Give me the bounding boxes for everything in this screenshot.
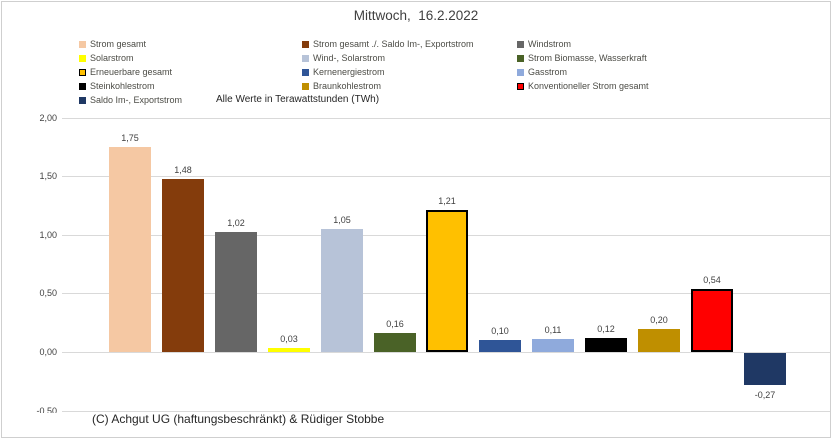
gridline	[62, 352, 830, 353]
bar-value-label: 0,20	[650, 315, 668, 325]
chart-bar	[585, 338, 627, 352]
legend-item-label: Gasstrom	[528, 67, 568, 77]
gridline	[62, 176, 830, 177]
legend-column: Strom gesamt Solarstrom Erneuerbare gesamt…	[79, 37, 182, 107]
legend-color-swatch	[79, 40, 86, 48]
legend-item-label: Konventioneller Strom gesamt	[528, 81, 649, 91]
legend-item: Windstrom	[517, 37, 649, 51]
legend-color-swatch	[79, 54, 86, 62]
chart-bar	[109, 147, 151, 352]
gridline	[62, 118, 830, 119]
legend-item-label: Solarstrom	[90, 53, 134, 63]
legend-item-label: Windstrom	[528, 39, 572, 49]
y-axis-label: -0,50	[36, 406, 57, 413]
legend-item: Strom gesamt	[79, 37, 182, 51]
bar-value-label: 1,48	[174, 165, 192, 175]
legend-color-swatch	[517, 40, 524, 48]
y-axis-label: 1,50	[39, 171, 57, 181]
legend-color-swatch	[302, 54, 309, 62]
legend-color-swatch	[79, 68, 86, 76]
legend-item: Strom Biomasse, Wasserkraft	[517, 51, 649, 65]
legend-color-swatch	[517, 54, 524, 62]
legend-item-label: Saldo Im-, Exportstrom	[90, 95, 183, 105]
y-axis-label: 2,00	[39, 113, 57, 123]
chart-bar	[162, 179, 204, 352]
y-axis-label: 0,00	[39, 347, 57, 357]
legend-item-label: Kernenergiestrom	[313, 67, 385, 77]
chart-bar	[321, 229, 363, 352]
bar-value-label: 1,75	[121, 133, 139, 143]
legend-color-swatch	[517, 68, 524, 76]
bar-value-label: 1,05	[333, 215, 351, 225]
legend-color-swatch	[79, 96, 86, 104]
units-note: Alle Werte in Terawattstunden (TWh)	[216, 94, 380, 105]
bar-value-label: 0,54	[703, 275, 721, 285]
chart-bar	[638, 329, 680, 352]
legend-item: Erneuerbare gesamt	[79, 65, 182, 79]
legend-item: Kernenergiestrom	[302, 65, 474, 79]
legend-item-label: Erneuerbare gesamt	[90, 67, 173, 77]
legend-item-label: Wind-, Solarstrom	[313, 53, 386, 63]
legend-color-swatch	[302, 82, 309, 90]
copyright-footer: (C) Achgut UG (haftungsbeschränkt) & Rüd…	[92, 412, 385, 426]
bar-value-label: 1,21	[438, 196, 456, 206]
legend-color-swatch	[79, 82, 86, 90]
chart-bar	[532, 339, 574, 352]
legend-item: Saldo Im-, Exportstrom	[79, 93, 182, 107]
legend-item: Solarstrom	[79, 51, 182, 65]
legend-item: Strom gesamt ./. Saldo Im-, Exportstrom	[302, 37, 474, 51]
legend-item: Braunkohlestrom	[302, 79, 474, 93]
gridline	[62, 411, 830, 412]
bar-value-label: 1,02	[227, 218, 245, 228]
bar-value-label: 0,16	[386, 319, 404, 329]
y-axis-label: 0,50	[39, 288, 57, 298]
bar-value-label: 0,10	[491, 326, 509, 336]
chart-title: Mittwoch, 16.2.2022	[353, 8, 479, 23]
legend-item-label: Strom gesamt ./. Saldo Im-, Exportstrom	[313, 39, 474, 49]
chart-bar	[744, 353, 786, 385]
bar-value-label: 0,12	[597, 324, 615, 334]
legend-color-swatch	[302, 40, 309, 48]
legend-column: Windstrom Strom Biomasse, Wasserkraft Gass…	[517, 37, 649, 93]
legend-item-label: Strom Biomasse, Wasserkraft	[528, 53, 647, 63]
legend-item: Steinkohlestrom	[79, 79, 182, 93]
chart-bar	[691, 289, 733, 352]
legend-item: Gasstrom	[517, 65, 649, 79]
legend-color-swatch	[302, 68, 309, 76]
legend-item: Wind-, Solarstrom	[302, 51, 474, 65]
bar-value-label: 0,03	[280, 334, 298, 344]
legend-item-label: Steinkohlestrom	[90, 81, 155, 91]
chart-bar	[215, 232, 257, 352]
y-axis-label: 1,00	[39, 230, 57, 240]
chart-bar	[426, 210, 468, 352]
legend-item-label: Braunkohlestrom	[313, 81, 382, 91]
chart-bar	[479, 340, 521, 352]
legend-item: Konventioneller Strom gesamt	[517, 79, 649, 93]
legend-color-swatch	[517, 82, 524, 90]
bar-value-label: -0,27	[754, 390, 776, 400]
legend-column: Strom gesamt ./. Saldo Im-, Exportstrom W…	[302, 37, 474, 93]
chart-bar	[374, 333, 416, 352]
legend-item-label: Strom gesamt	[90, 39, 147, 49]
bar-value-label: 0,11	[544, 325, 562, 335]
chart-bar	[268, 348, 310, 352]
